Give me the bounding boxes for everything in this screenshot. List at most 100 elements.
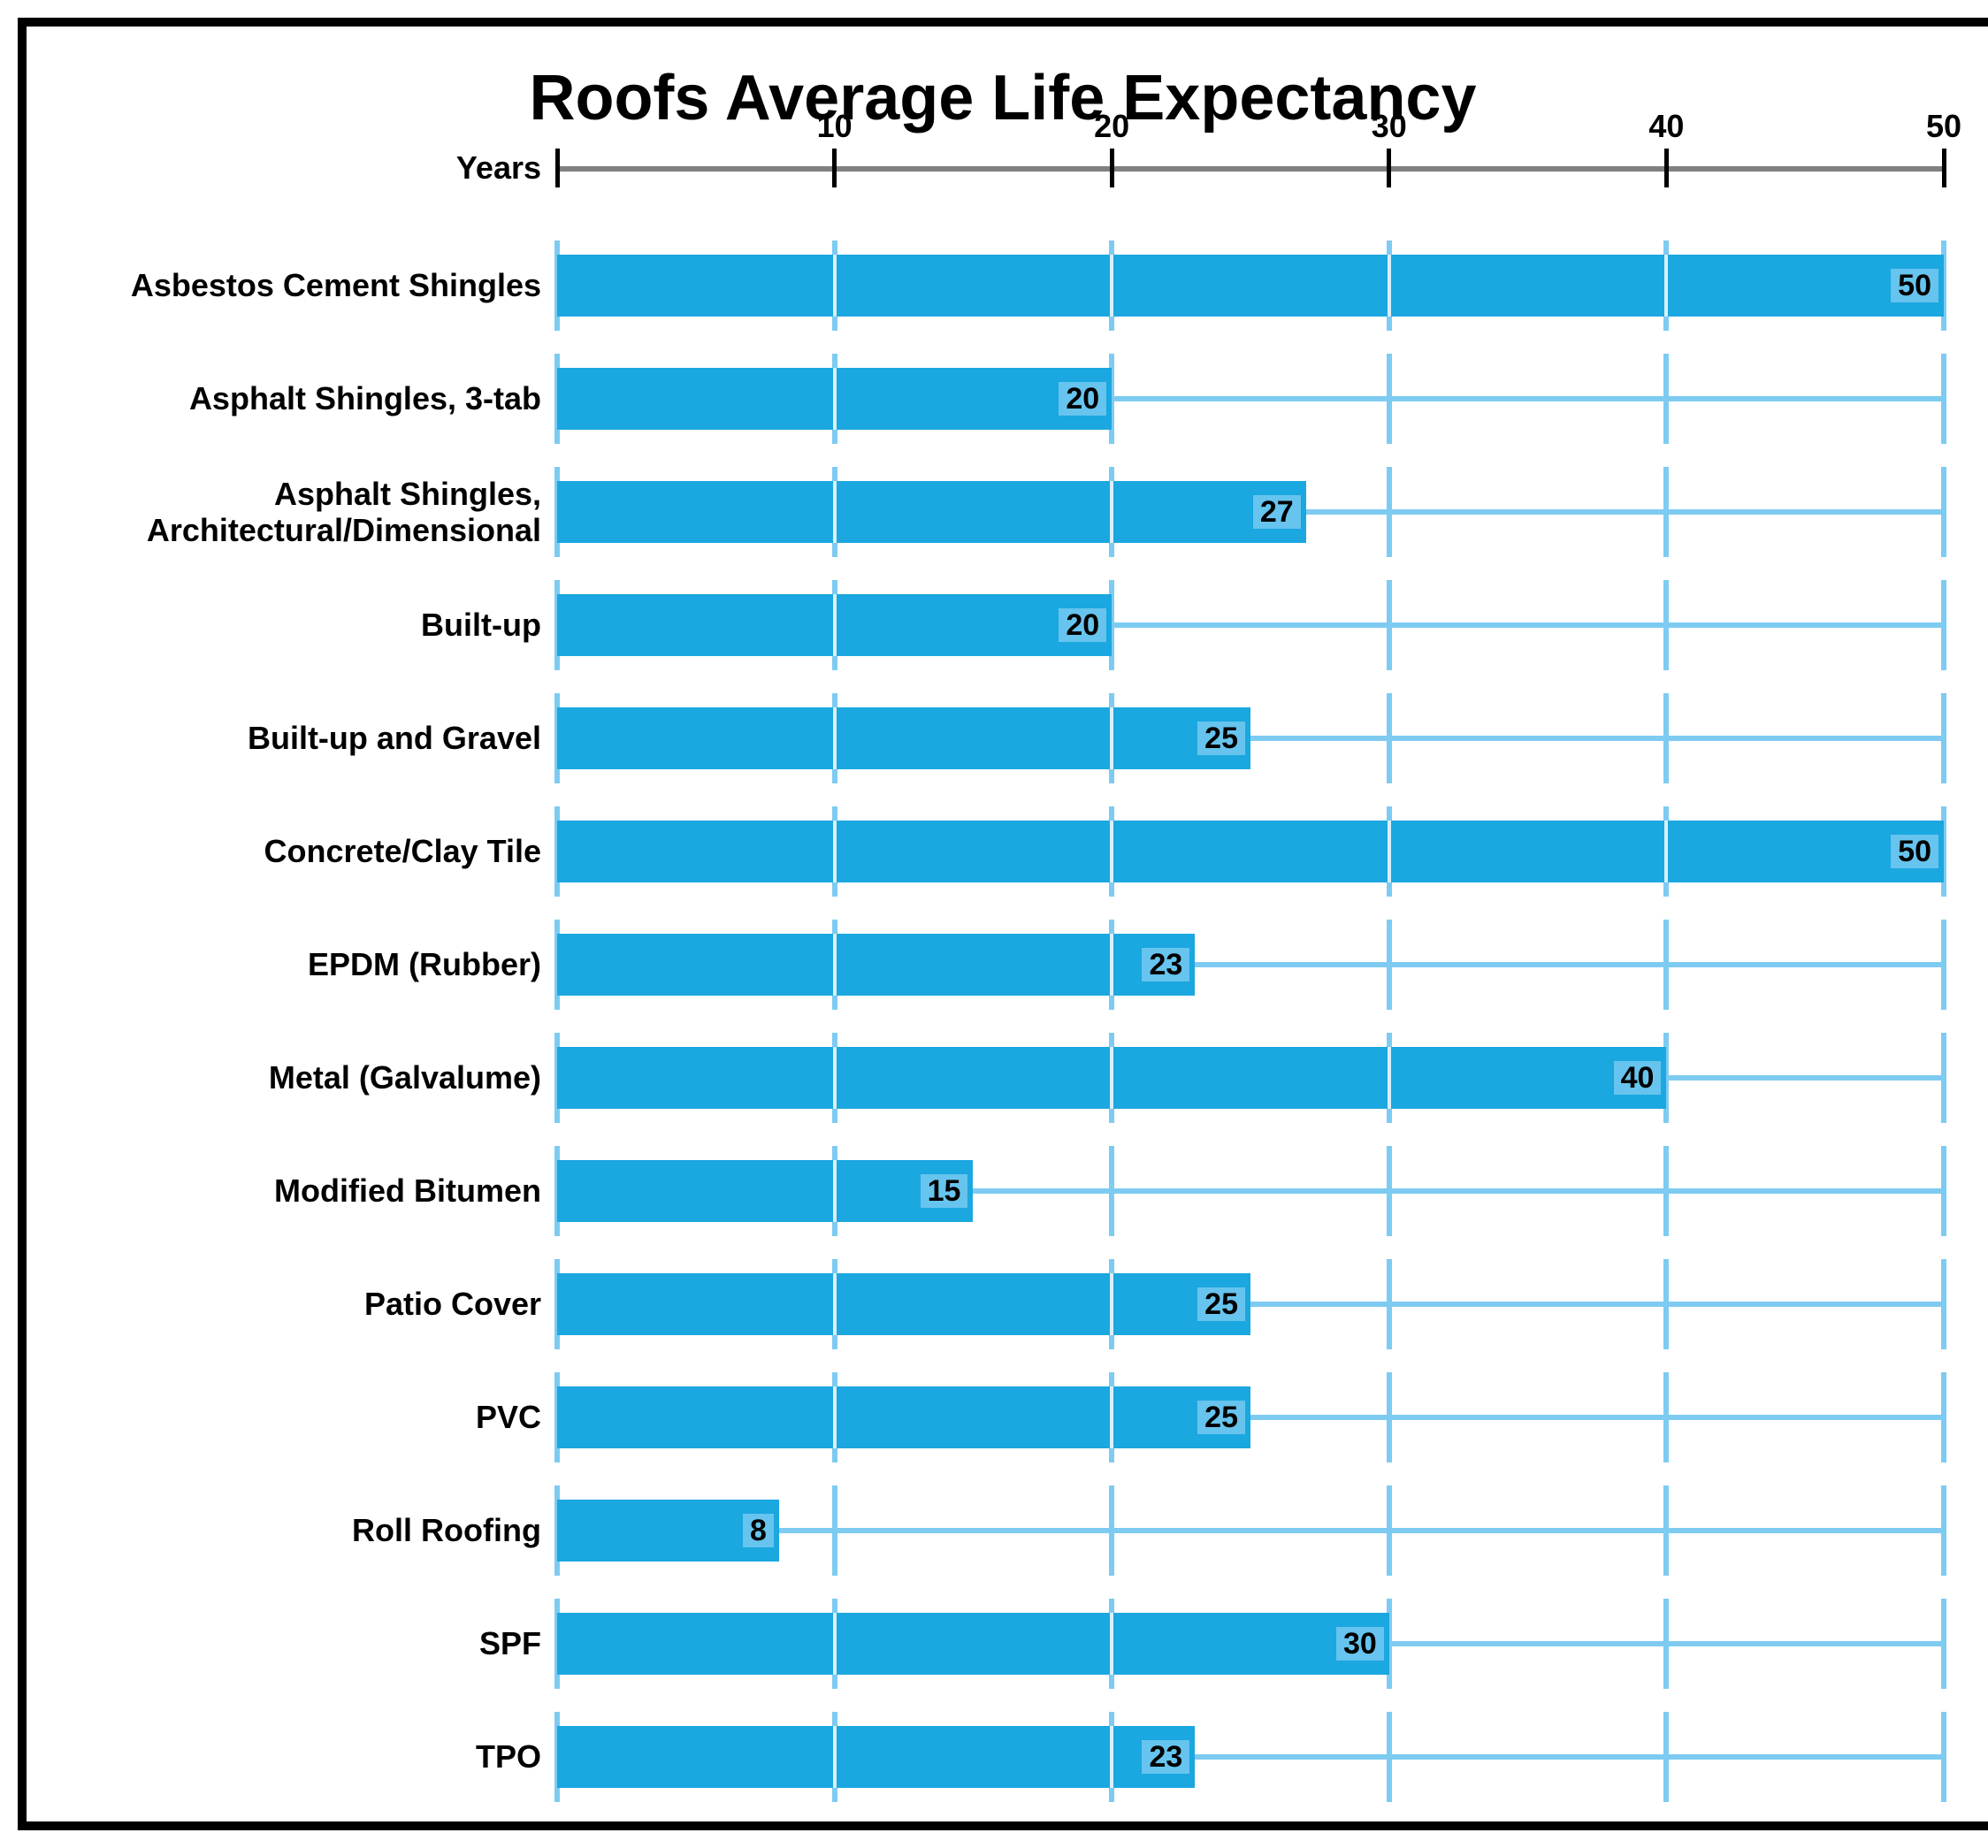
grid-guide: [1109, 1146, 1114, 1236]
bar-separator: [833, 594, 837, 656]
chart-frame: Roofs Average Life Expectancy Years 1020…: [18, 18, 1988, 1830]
bar-row: Asphalt Shingles, 3-tab 20: [62, 361, 1944, 437]
row-bar-area: 27: [557, 474, 1944, 550]
grid-guide: [1387, 920, 1392, 1010]
grid-guide: [1941, 693, 1946, 783]
bar: 50: [557, 255, 1944, 317]
bar-value: 20: [1059, 382, 1106, 416]
grid-guide: [1663, 1146, 1669, 1236]
grid-guide: [1663, 467, 1669, 557]
axis-tick-label: 10: [817, 108, 853, 145]
bar-separator: [1110, 1273, 1113, 1335]
bar-separator: [833, 707, 837, 769]
row-label: Roll Roofing: [62, 1512, 557, 1548]
row-label: Asphalt Shingles, 3-tab: [62, 380, 557, 416]
grid-guide: [1387, 354, 1392, 444]
grid-guide: [1941, 1033, 1946, 1123]
bar-row: Concrete/Clay Tile50: [62, 813, 1944, 890]
grid-guide: [1387, 580, 1392, 670]
bar-value: 23: [1142, 1740, 1189, 1774]
grid-guide: [1387, 1146, 1392, 1236]
bar-separator: [1110, 1047, 1113, 1109]
bar-row: PVC25: [62, 1379, 1944, 1455]
grid-guide: [1109, 1485, 1114, 1576]
row-bar-area: 15: [557, 1153, 1944, 1229]
bar-row: Built-up and Gravel25: [62, 700, 1944, 776]
row-label: EPDM (Rubber): [62, 946, 557, 982]
axis-label: Years: [62, 149, 557, 187]
grid-guide: [1941, 920, 1946, 1010]
bar-value: 25: [1197, 722, 1245, 755]
chart-area: Years 1020304050 Asbestos Cement Shingle…: [62, 141, 1944, 1795]
grid-guide: [1663, 693, 1669, 783]
grid-guide: [1941, 1599, 1946, 1689]
axis-tick-label: 30: [1372, 108, 1407, 145]
row-bar-area: 20: [557, 361, 1944, 437]
row-label: Modified Bitumen: [62, 1172, 557, 1209]
bar: 50: [557, 821, 1944, 882]
bar-separator: [833, 1386, 837, 1448]
row-label: Concrete/Clay Tile: [62, 833, 557, 869]
row-bar-area: 40: [557, 1040, 1944, 1116]
bar-separator: [1110, 1726, 1113, 1788]
bar-separator: [833, 1160, 837, 1222]
bar-row: Modified Bitumen15: [62, 1153, 1944, 1229]
axis-tick: [1387, 149, 1391, 187]
axis-tick-label: 40: [1648, 108, 1684, 145]
bar-value: 50: [1891, 269, 1938, 302]
bar-separator: [1110, 707, 1113, 769]
bar: 30: [557, 1613, 1389, 1675]
axis-tick: [1110, 149, 1114, 187]
bar-separator: [1388, 821, 1391, 882]
row-label: Asbestos Cement Shingles: [62, 267, 557, 303]
grid-guide: [1941, 1712, 1946, 1802]
grid-guide: [1941, 1372, 1946, 1462]
bar-separator: [1110, 255, 1113, 317]
grid-guide: [1387, 467, 1392, 557]
grid-guide: [1663, 1485, 1669, 1576]
grid-guide: [1387, 1259, 1392, 1349]
row-label: Asphalt Shingles,Architectural/Dimension…: [62, 476, 557, 549]
axis-tick-label: 20: [1094, 108, 1129, 145]
bar: 25: [557, 1273, 1250, 1335]
axis-tick: [1942, 149, 1946, 187]
grid-guide: [1941, 1259, 1946, 1349]
bar: 25: [557, 707, 1250, 769]
axis-tick: [1664, 149, 1669, 187]
row-bar-area: 23: [557, 927, 1944, 1003]
axis-line: [557, 166, 1944, 172]
bar-row: Built-up20: [62, 587, 1944, 663]
bar-separator: [1110, 1613, 1113, 1675]
row-bar-area: 8: [557, 1493, 1944, 1569]
grid-guide: [1663, 1712, 1669, 1802]
row-label: PVC: [62, 1399, 557, 1435]
bar: 23: [557, 934, 1195, 996]
grid-guide: [1941, 1146, 1946, 1236]
bar-value: 20: [1059, 608, 1106, 642]
bar: 25: [557, 1386, 1250, 1448]
bar-separator: [833, 1273, 837, 1335]
bar-row: Asphalt Shingles,Architectural/Dimension…: [62, 474, 1944, 550]
bar-separator: [1388, 255, 1391, 317]
row-label: SPF: [62, 1625, 557, 1661]
bar-row: Asbestos Cement Shingles 50: [62, 248, 1944, 324]
grid-guide: [1941, 580, 1946, 670]
grid-guide: [1387, 693, 1392, 783]
rows-container: Asbestos Cement Shingles 50 Asphalt Shingl…: [62, 248, 1944, 1795]
bar-separator: [1110, 1386, 1113, 1448]
bar-separator: [1388, 1047, 1391, 1109]
bar-separator: [833, 255, 837, 317]
bar: 20: [557, 368, 1112, 430]
bar-separator: [833, 1613, 837, 1675]
bar-value: 40: [1614, 1061, 1662, 1095]
row-label: TPO: [62, 1738, 557, 1775]
axis-area: 1020304050: [557, 141, 1944, 195]
bar-separator: [833, 1047, 837, 1109]
bar-separator: [1664, 255, 1668, 317]
row-bar-area: 25: [557, 1379, 1944, 1455]
bar: 40: [557, 1047, 1666, 1109]
row-bar-area: 23: [557, 1719, 1944, 1795]
bar: 27: [557, 481, 1306, 543]
bar: 20: [557, 594, 1112, 656]
grid-guide: [1941, 1485, 1946, 1576]
